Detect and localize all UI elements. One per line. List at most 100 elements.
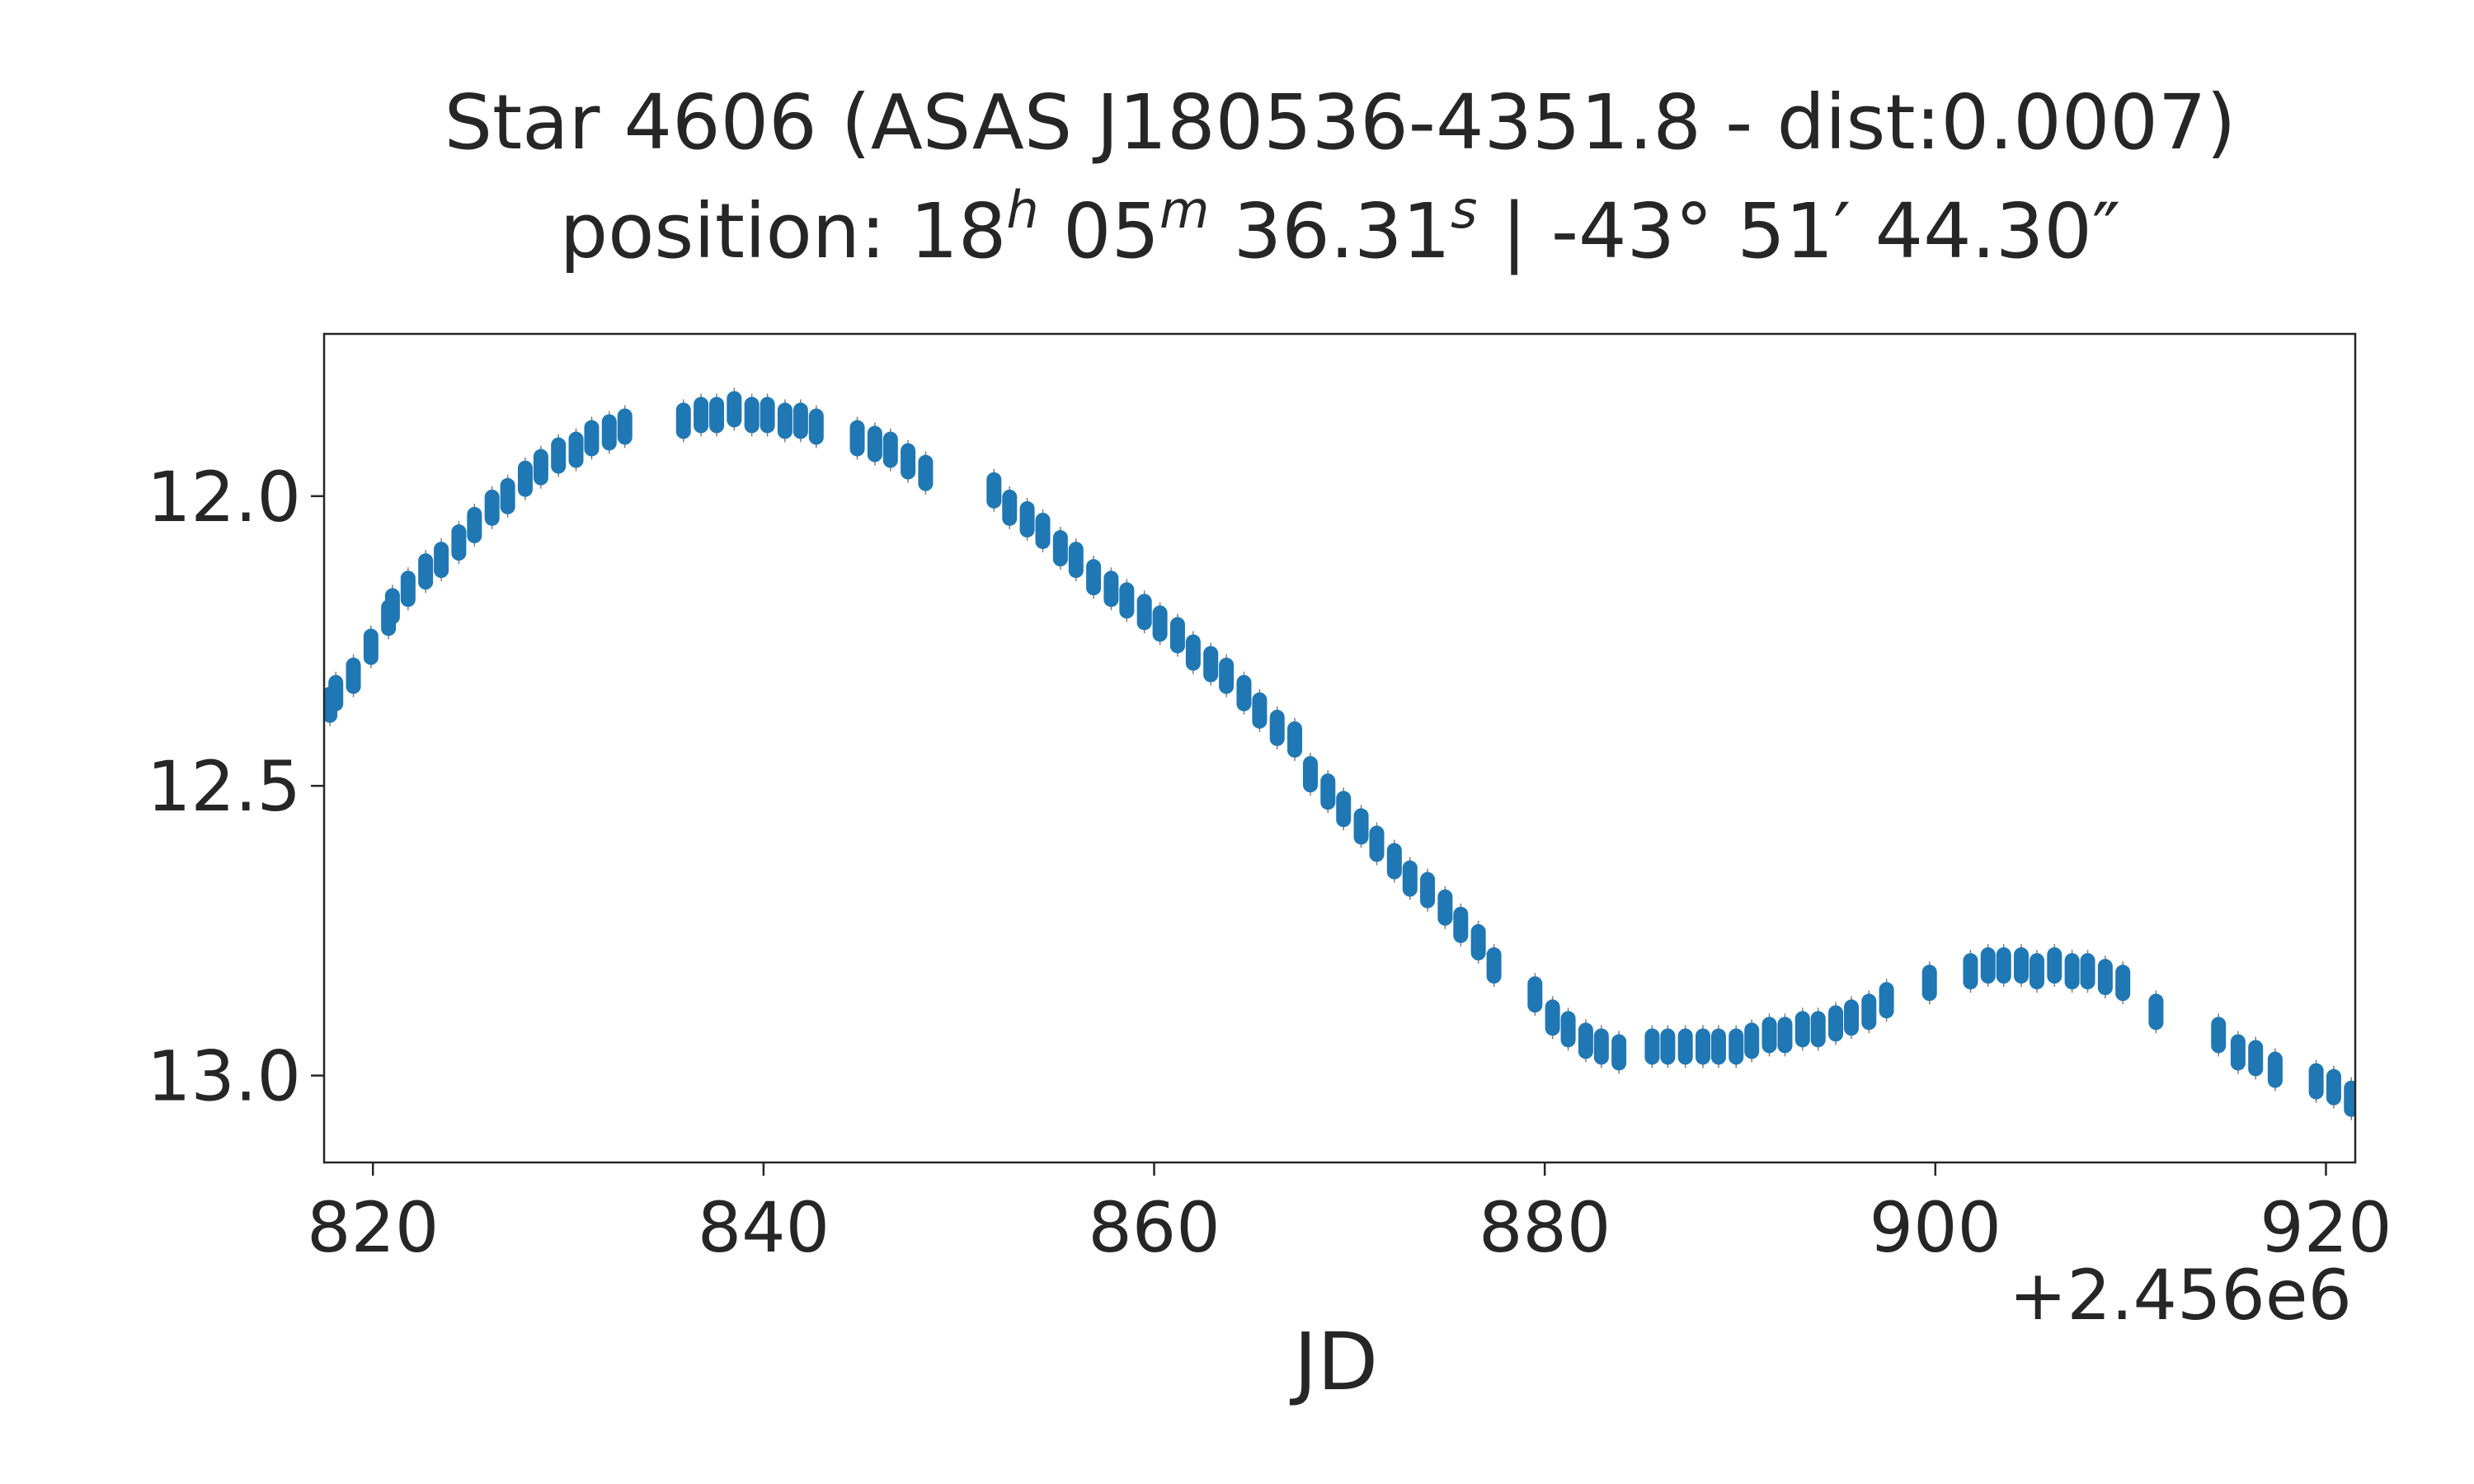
chart-title-line2: position: 18h 05m 36.31s | -43° 51′ 44.3… — [560, 180, 2121, 275]
data-point — [1593, 1028, 1609, 1065]
x-axis-ticks: 820 840 860 880 900 920 — [307, 1162, 2392, 1268]
data-point — [1794, 1011, 1810, 1048]
data-point — [1545, 999, 1560, 1036]
data-point — [1777, 1017, 1793, 1054]
data-point — [451, 524, 467, 561]
data-point — [744, 397, 760, 434]
data-point — [1287, 721, 1303, 758]
data-point — [760, 397, 775, 434]
data-point — [1744, 1022, 1760, 1059]
errorbar-layer — [329, 387, 2353, 1120]
data-point — [1437, 889, 1453, 926]
data-point — [551, 437, 567, 474]
data-point — [2344, 1080, 2355, 1117]
data-point — [986, 472, 1002, 509]
data-point — [1420, 871, 1436, 909]
x-tick-label: 860 — [1088, 1187, 1220, 1268]
data-point — [2308, 1063, 2324, 1100]
data-point — [1002, 489, 1018, 526]
plot-area — [324, 387, 2355, 1120]
data-point — [2014, 947, 2030, 984]
x-axis-label: JD — [1290, 1316, 1378, 1408]
data-point — [1252, 692, 1268, 729]
data-point — [1269, 709, 1285, 746]
plot-frame — [322, 332, 2357, 1164]
data-point — [1486, 947, 1502, 984]
title-ra-minutes-unit: m — [1159, 180, 1209, 240]
data-point — [1119, 582, 1135, 619]
data-point — [1402, 860, 1418, 897]
data-point — [918, 454, 934, 491]
data-point — [1136, 594, 1152, 631]
data-point — [1103, 571, 1119, 608]
data-point — [1677, 1028, 1693, 1065]
data-point — [1879, 982, 1894, 1019]
x-offset-label: +2.456e6 — [2009, 1255, 2352, 1336]
data-point — [346, 657, 361, 694]
data-point — [1527, 976, 1543, 1013]
title-ra-minutes: 05 — [1039, 187, 1159, 275]
data-point — [882, 431, 898, 468]
data-point — [1152, 605, 1168, 642]
data-point — [328, 674, 344, 711]
title-position-prefix: position: — [560, 187, 910, 275]
data-point — [1828, 1005, 1844, 1042]
data-point — [1019, 500, 1035, 538]
data-point — [1236, 674, 1252, 711]
data-point — [533, 448, 548, 486]
chart-title-line1: Star 4606 (ASAS J180536-4351.8 - dist:0.… — [444, 78, 2236, 167]
data-point — [434, 542, 449, 579]
data-point — [727, 391, 742, 428]
data-point — [2326, 1068, 2341, 1106]
title-ra-hours-unit: h — [1006, 180, 1038, 240]
data-point — [1921, 965, 1937, 1002]
data-point — [1369, 825, 1385, 862]
data-point — [1453, 906, 1469, 943]
data-point — [2097, 959, 2113, 996]
data-point — [901, 443, 916, 480]
data-point — [1611, 1034, 1627, 1071]
data-point — [400, 571, 416, 608]
data-point — [1996, 947, 2011, 984]
title-ra-seconds-unit: s — [1451, 180, 1477, 240]
data-point — [384, 588, 400, 625]
data-point — [418, 553, 434, 590]
data-point — [1470, 923, 1486, 960]
title-ra-hours: 18 — [910, 187, 1006, 275]
data-point — [617, 408, 633, 445]
y-tick-label: 13.0 — [147, 1036, 301, 1117]
data-point — [1761, 1017, 1777, 1054]
data-point — [2248, 1040, 2264, 1077]
data-point — [2230, 1034, 2246, 1071]
data-point — [709, 397, 725, 434]
data-point — [1843, 999, 1859, 1036]
x-tick-label: 820 — [307, 1187, 439, 1268]
data-point — [2267, 1051, 2283, 1088]
data-point — [777, 402, 793, 439]
data-point — [1710, 1028, 1726, 1065]
title-declination: | -43° 51′ 44.30″ — [1477, 187, 2120, 275]
data-point — [1353, 808, 1369, 845]
y-axis-ticks: 12.0 12.5 13.0 — [147, 457, 324, 1117]
data-point — [2029, 953, 2044, 990]
data-point — [2115, 965, 2131, 1002]
title-ra-seconds: 36.31 — [1209, 187, 1451, 275]
y-tick-label: 12.5 — [147, 746, 301, 827]
y-tick-label: 12.0 — [147, 457, 301, 538]
data-point — [568, 431, 584, 468]
data-point — [363, 628, 379, 665]
data-point — [1695, 1028, 1710, 1065]
data-point — [1386, 843, 1402, 880]
data-point — [1320, 773, 1336, 810]
data-point — [2148, 993, 2164, 1031]
data-point — [1219, 657, 1235, 694]
data-point — [484, 489, 500, 526]
x-tick-label: 900 — [1870, 1187, 2001, 1268]
data-point — [1035, 512, 1051, 549]
data-point — [1560, 1011, 1576, 1048]
data-point — [1336, 791, 1352, 828]
data-point — [467, 506, 482, 543]
data-point — [1185, 634, 1201, 671]
data-point — [1068, 542, 1084, 579]
